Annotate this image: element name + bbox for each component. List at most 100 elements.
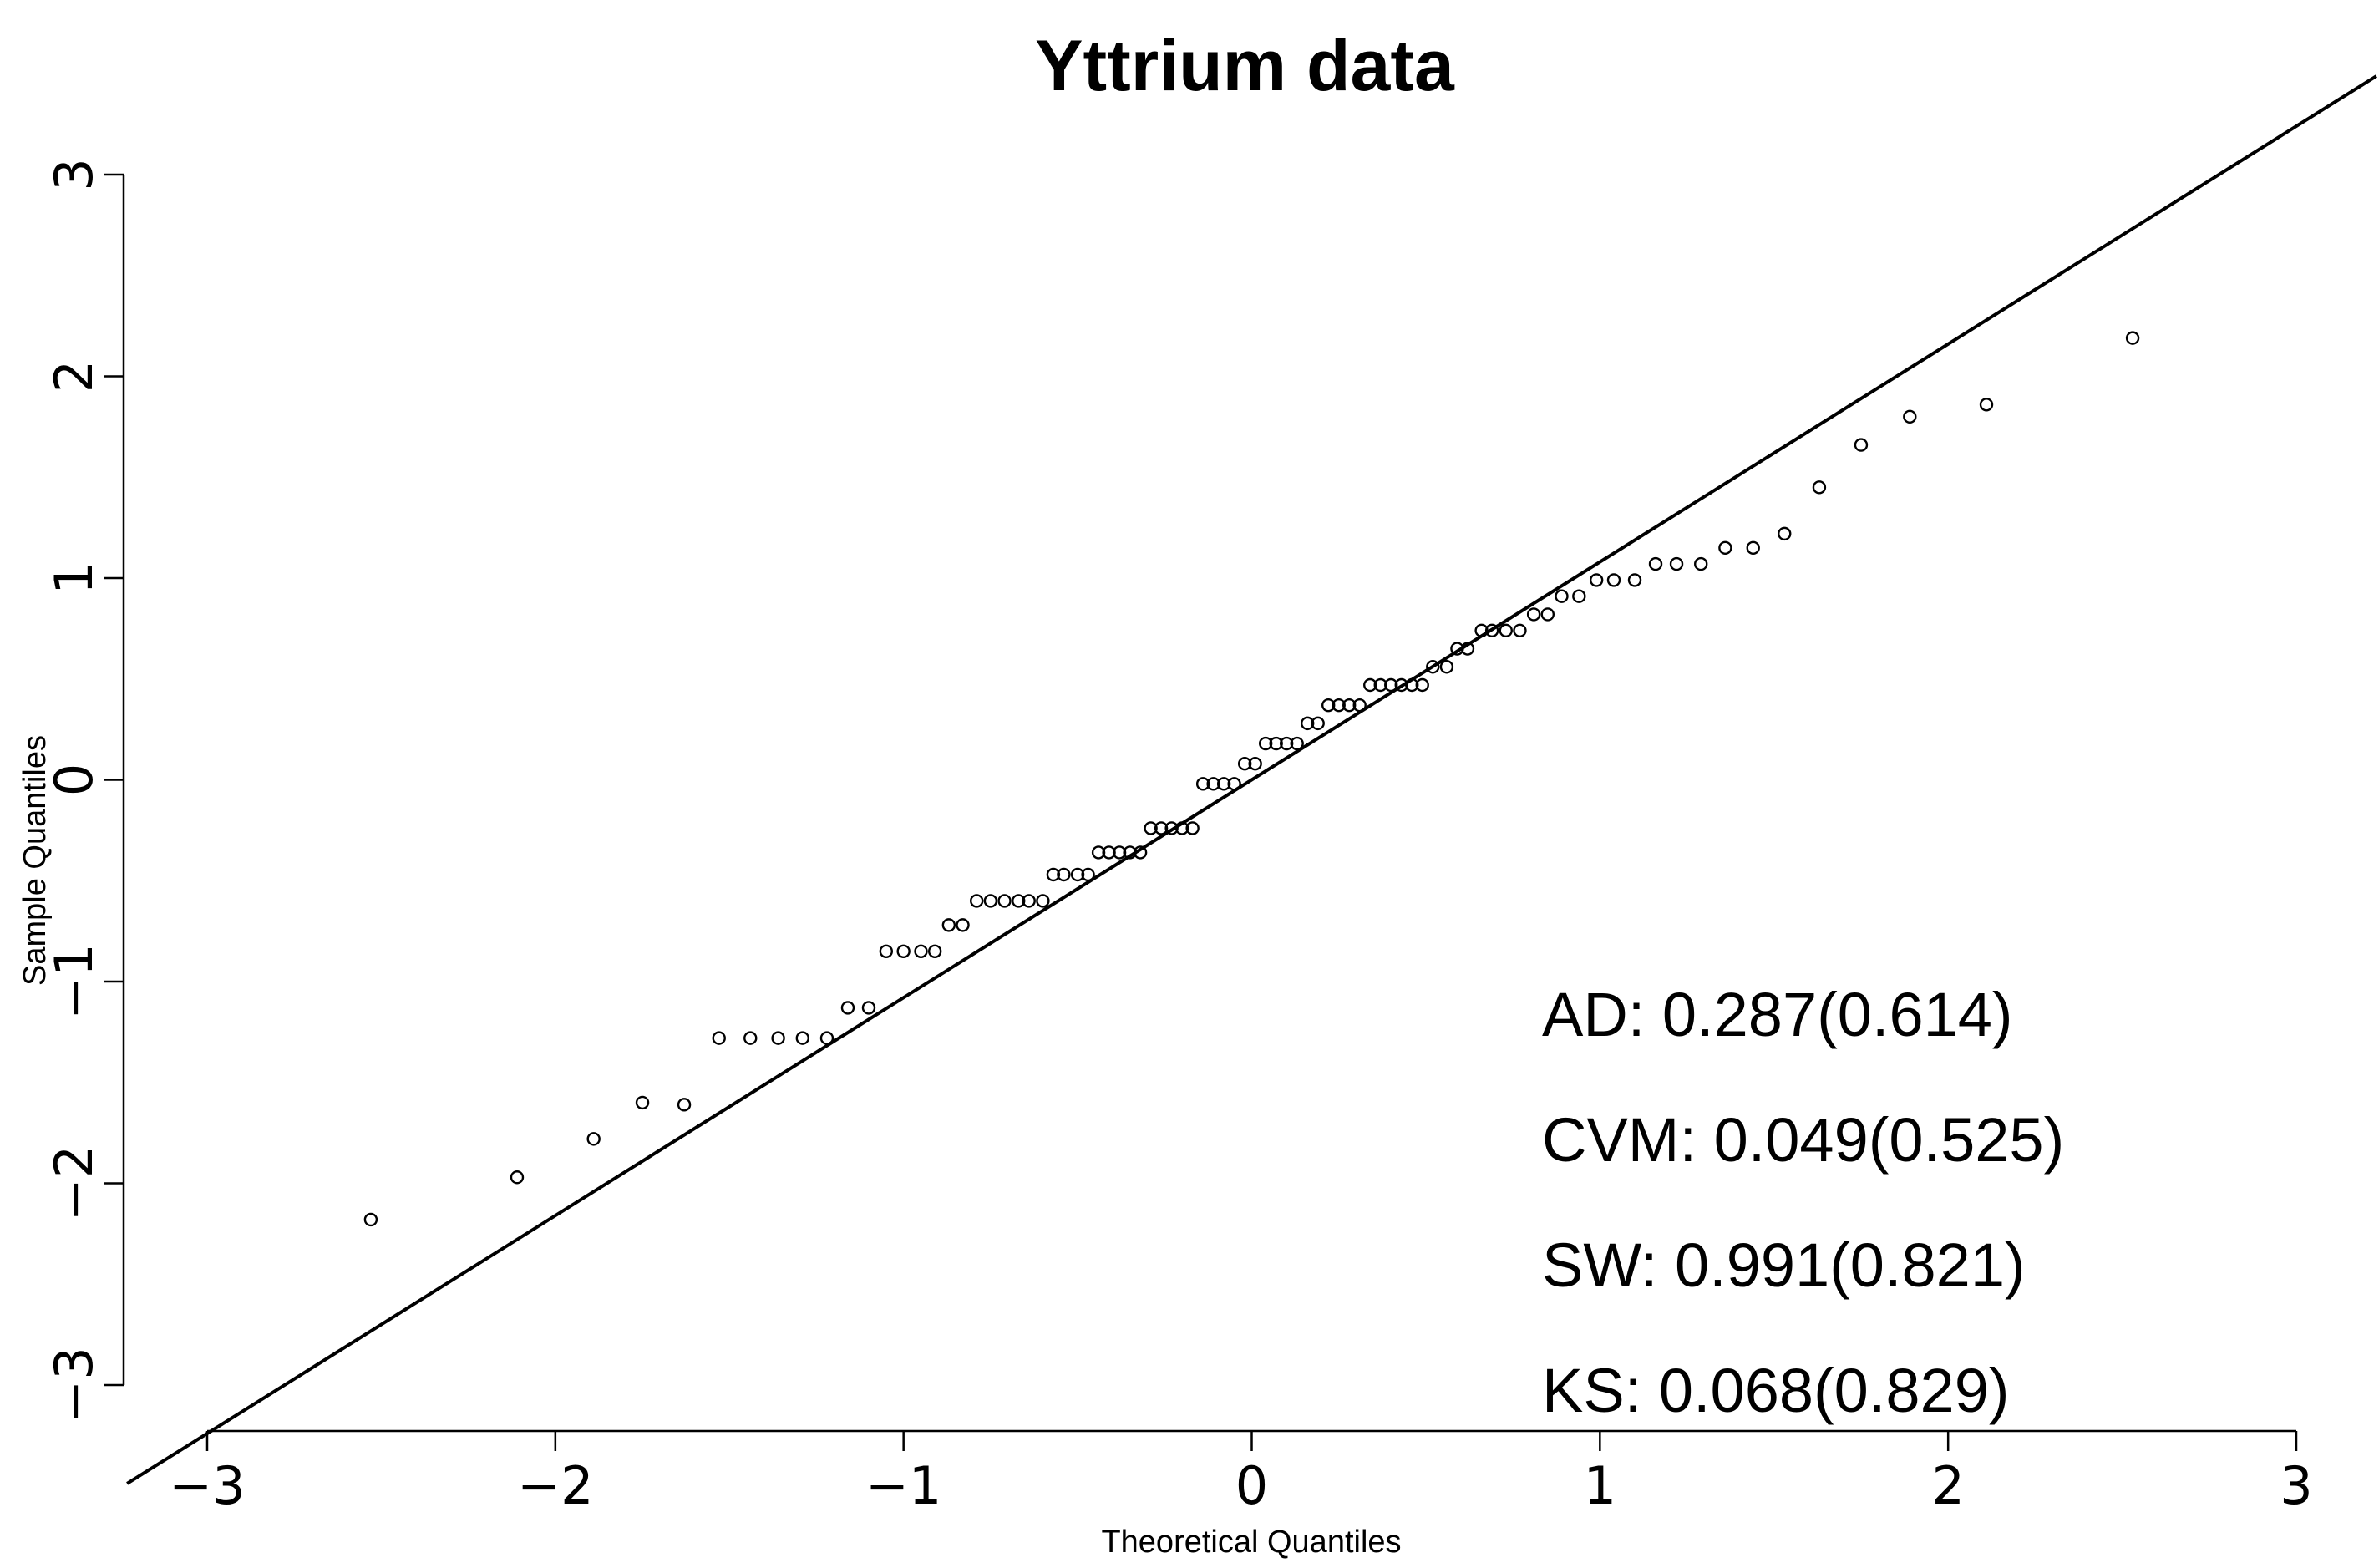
stat-label: CVM: [1542,1105,1714,1175]
stat-annotation: AD: 0.287(0.614) [1542,980,2013,1049]
data-points [363,331,2140,1227]
x-tick-label: −1 [865,1455,941,1516]
data-point [1718,540,1732,555]
data-point [1279,736,1294,751]
y-tick-label: 1 [43,561,104,594]
data-point [1012,894,1026,908]
stat-annotation: SW: 0.991(0.821) [1542,1231,2026,1300]
data-point [1746,540,1760,555]
data-point [1248,756,1262,771]
data-point [635,1095,650,1110]
data-point [2125,331,2140,345]
data-point [1300,716,1315,731]
data-point [1154,821,1169,835]
data-point [1394,677,1408,693]
data-point [1269,736,1283,751]
data-point [914,944,928,958]
data-point [1206,777,1220,791]
data-point [1144,821,1158,835]
data-point [1606,573,1621,587]
data-point [1112,845,1127,860]
data-point [1091,845,1106,860]
data-point [1540,607,1555,622]
data-point [1555,589,1569,603]
data-point [1484,623,1499,637]
data-point [1589,573,1604,587]
x-axis-title: Theoretical Quantiles [1101,1525,1401,1560]
data-point [1854,438,1869,452]
data-point [1352,698,1367,713]
y-axis: −3 −2 −1 0 1 2 3 [43,158,125,1423]
stat-value: 0.991(0.821) [1675,1231,2026,1300]
x-tick-label: 0 [1235,1455,1268,1516]
data-point [1022,894,1036,908]
x-tick-label: −2 [517,1455,593,1516]
data-point [1321,698,1336,713]
x-tick-label: −3 [169,1455,245,1516]
x-tick-group: −3 −2 −1 0 1 2 3 [169,1431,2313,1516]
data-point [997,894,1012,908]
data-point [1694,556,1708,571]
data-point [1903,409,1917,424]
data-point [1258,736,1273,751]
data-point [743,1031,758,1045]
stat-label: AD: [1542,980,1662,1049]
data-point [1342,698,1357,713]
data-point [510,1170,525,1185]
data-point [1648,556,1663,571]
x-tick-label: 2 [1931,1455,1964,1516]
data-point [970,894,984,908]
x-axis: −3 −2 −1 0 1 2 3 [169,1429,2313,1516]
data-point [1081,867,1095,882]
data-point [677,1098,692,1112]
data-point [1164,821,1179,835]
data-point [1290,736,1304,751]
data-point [983,894,998,908]
reference-line [126,74,2377,1485]
data-point [712,1031,726,1045]
data-point [927,944,942,958]
data-point [1174,821,1190,835]
stat-label: KS: [1542,1356,1659,1425]
data-point [1363,677,1377,693]
data-point [586,1132,601,1146]
data-point [363,1212,378,1227]
data-point [1332,698,1346,713]
data-point [819,1031,834,1045]
y-tick-label: −3 [43,1347,104,1423]
data-point [1474,623,1489,637]
data-point [1185,821,1200,835]
stat-value: 0.049(0.525) [1714,1105,2065,1175]
data-point [1057,867,1071,882]
stat-value: 0.287(0.614) [1662,980,2013,1049]
data-point [1311,716,1325,731]
data-point [1778,526,1792,541]
data-point [1046,867,1061,882]
data-point [1526,607,1541,622]
x-tick-label: 1 [1584,1455,1616,1516]
data-point [896,944,911,958]
data-point [1195,777,1210,791]
data-point [771,1031,785,1045]
stat-annotation: KS: 0.068(0.829) [1542,1356,2010,1425]
data-point [1499,623,1513,637]
data-point [1439,660,1454,674]
y-tick-label: −1 [43,943,104,1019]
y-tick-label: −2 [43,1145,104,1221]
data-point [795,1031,809,1045]
data-point [1812,480,1827,495]
data-point [1450,642,1464,656]
data-point [1373,677,1387,693]
data-point [1572,589,1586,603]
stat-label: SW: [1542,1231,1675,1300]
data-point [1070,867,1085,882]
data-point [1384,677,1398,693]
data-point [1133,845,1148,860]
data-point [840,1001,855,1015]
data-point [861,1001,876,1015]
data-point [1102,845,1116,860]
data-point [879,944,894,958]
stat-value: 0.068(0.829) [1659,1356,2010,1425]
